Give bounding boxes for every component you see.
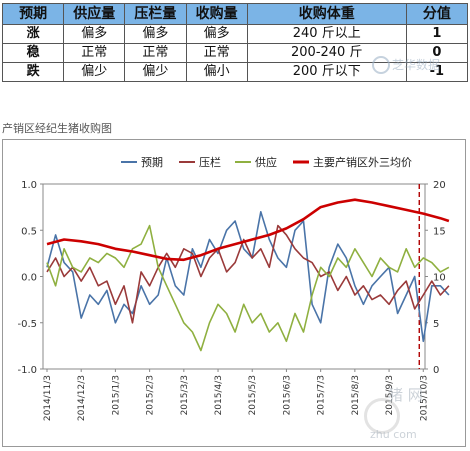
x-tick-label: 2015/7/3 [317,375,327,415]
y-right-tick-label: 20 [433,180,446,191]
wechat-icon [372,56,390,74]
chart-caption: 产销区经纪生猪收购图 [2,122,112,135]
legend-label: 预期 [141,156,163,169]
table-cell: 偏小 [185,62,248,82]
series-line-forecast [46,211,450,343]
table-cell: 正常 [185,43,248,63]
plot-area-border [42,183,426,370]
y-left-tick-label: -0.5 [17,319,37,330]
header-cell: 收购量 [185,3,248,25]
header-cell: 分值 [405,3,469,25]
y-left-tick-label: 0.0 [21,273,37,284]
table-row: 跌 偏少 偏少 偏小 200 斤以下 -1 [1,62,469,82]
table-cell: 200 斤以下 [246,62,407,82]
x-tick-label: 2015/6/3 [282,375,292,415]
series-line-price [46,198,450,262]
x-tick-label: 2014/12/3 [77,375,87,421]
x-tick-label: 2015/1/3 [111,375,121,415]
x-tick-label: 2014/11/3 [43,375,53,421]
watermark-text: 芝华数据 [392,58,441,72]
logo-ring-icon [364,398,400,434]
grading-table: 预期 供应量 压栏量 收购量 收购体重 分值 涨 偏多 偏多 偏多 240 斤以… [1,3,469,82]
chart-axes: 1.0 0.5 0.0 -0.5 -1.0 20 15 10 5 0 2014/11/3 2014/1… [17,180,445,421]
y-left-tick-label: 1.0 [21,180,37,191]
watermark-logo: 猪 网 [388,386,423,404]
table-cell: 正常 [124,43,187,63]
header-cell: 预期 [1,3,65,25]
x-tick-label: 2015/8/3 [351,375,361,415]
legend-label: 主要产销区外三均价 [313,155,412,169]
series-line-pressure [46,224,450,324]
x-tick-label: 2015/10/3 [419,375,429,421]
table-cell: 偏多 [124,24,187,44]
table-cell: 偏少 [124,62,187,82]
table-row: 涨 偏多 偏多 偏多 240 斤以上 1 [1,24,469,44]
table-cell: 跌 [1,62,65,82]
chart-frame: 预期 压栏 供应 主要产销区外三均价 1.0 0.5 0.0 -0.5 -1.0 20 15 10 5… [2,139,466,447]
header-cell: 收购体重 [246,3,407,25]
y-left-tick-label: 0.5 [21,226,37,237]
table-cell: 稳 [1,43,65,63]
x-tick-label: 2015/5/3 [248,375,258,415]
watermark-url: zhu com [370,428,417,441]
series-line-supply [46,224,450,352]
legend-label: 供应 [255,155,277,169]
table-header-row: 预期 供应量 压栏量 收购量 收购体重 分值 [1,3,469,25]
x-tick-label: 2015/2/3 [146,375,156,415]
y-left-tick-label: -1.0 [17,365,37,376]
table-cell: -1 [405,62,469,82]
line-chart: 预期 压栏 供应 主要产销区外三均价 1.0 0.5 0.0 -0.5 -1.0 20 15 10 5… [17,155,450,421]
table-cell: 正常 [63,43,126,63]
table-cell: 偏少 [63,62,126,82]
chart-legend: 预期 压栏 供应 主要产销区外三均价 [121,155,412,169]
x-tick-label: 2015/9/3 [385,375,395,415]
watermark-bottom: 猪 网 zhu com [362,384,466,444]
y-right-tick-label: 5 [433,319,439,330]
table-cell: 1 [405,24,469,44]
table-cell: 偏多 [185,24,248,44]
x-tick-label: 2015/4/3 [214,375,224,415]
x-tick-label: 2015/3/3 [180,375,190,415]
y-right-tick-label: 0 [433,365,439,376]
table-cell: 偏多 [63,24,126,44]
watermark-top: 芝华数据 [372,54,464,76]
legend-label: 压栏 [199,155,221,169]
y-right-tick-label: 15 [433,226,446,237]
table-cell: 240 斤以上 [246,24,407,44]
chart-plot [46,184,450,369]
header-cell: 压栏量 [124,3,187,25]
y-right-tick-label: 10 [433,273,446,284]
header-cell: 供应量 [63,3,126,25]
table-cell: 涨 [1,24,65,44]
